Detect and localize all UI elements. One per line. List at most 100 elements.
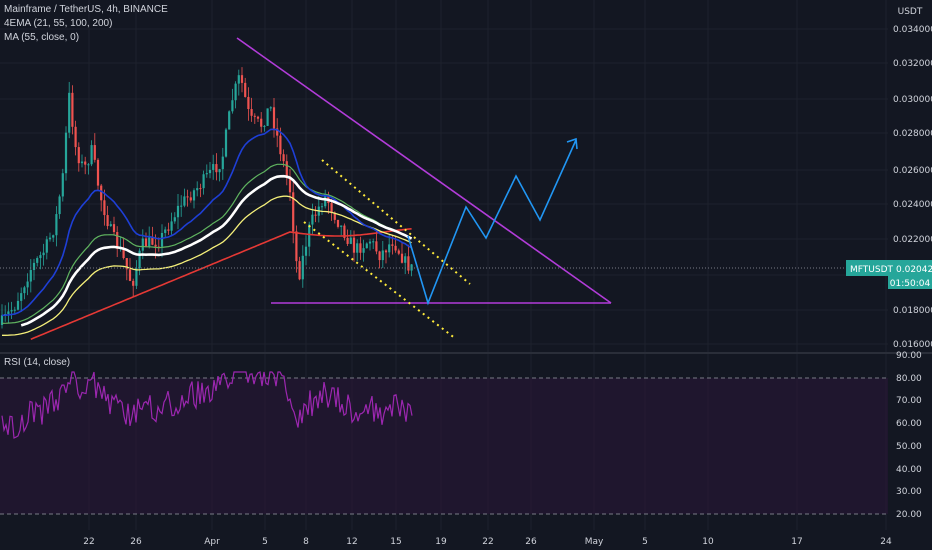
candle-body xyxy=(39,255,42,259)
candle-body xyxy=(244,82,247,97)
ema-200-line xyxy=(30,228,412,341)
rsi-band xyxy=(0,378,888,514)
candle-body xyxy=(125,258,128,270)
descending-triangle-drawing[interactable] xyxy=(236,37,612,304)
date-tick-label: 24 xyxy=(880,537,892,547)
candle-body xyxy=(311,214,314,225)
legend-rsi[interactable]: RSI (14, close) xyxy=(4,357,71,368)
date-tick-label: May xyxy=(585,537,604,547)
candle-body xyxy=(144,238,148,247)
candle-body xyxy=(397,250,400,254)
date-tick-label: 26 xyxy=(130,537,142,547)
price-tag: MFTUSDT 0.020422 01:50:04 xyxy=(846,260,932,289)
candle-body xyxy=(55,214,58,236)
candle-body xyxy=(93,145,96,160)
candle-body xyxy=(138,250,141,269)
candle-body xyxy=(141,238,144,251)
candle-body xyxy=(52,235,55,238)
candle-body xyxy=(208,169,212,174)
price-tick-label: 0.016000 xyxy=(893,340,932,350)
projection-arrow-drawing[interactable] xyxy=(407,137,578,306)
legend-symbol[interactable]: Mainframe / TetherUS, 4h, BINANCE xyxy=(4,4,168,15)
candle-body xyxy=(192,190,196,201)
candle-body xyxy=(224,129,228,157)
candle-body xyxy=(282,154,285,162)
candle-body xyxy=(400,253,404,263)
candle-body xyxy=(231,100,234,112)
candle-body xyxy=(218,169,221,173)
candle-body xyxy=(189,197,192,201)
candle-body xyxy=(394,245,397,251)
candle-body xyxy=(164,229,167,233)
candle-body xyxy=(266,108,269,126)
candle-body xyxy=(80,161,84,164)
candle-body xyxy=(237,75,240,84)
date-tick-label: 15 xyxy=(390,537,401,547)
candle-body xyxy=(74,126,77,148)
date-tick-label: 26 xyxy=(525,537,537,547)
price-tick-label: 0.028000 xyxy=(893,129,932,139)
candle-body xyxy=(346,237,349,244)
candle-body xyxy=(378,251,381,261)
candle-body xyxy=(308,224,311,247)
countdown-badge xyxy=(888,276,932,289)
candle-body xyxy=(205,173,208,175)
candle-body xyxy=(362,248,365,253)
candle-body xyxy=(148,237,151,247)
candle-body xyxy=(250,109,253,116)
candle-body xyxy=(343,225,346,238)
candle-body xyxy=(410,264,413,271)
candle-body xyxy=(333,212,336,220)
currency-label: USDT xyxy=(898,7,923,17)
candle-body xyxy=(365,243,368,249)
candle-body xyxy=(304,246,308,256)
candle-body xyxy=(288,176,292,193)
rsi-axis[interactable]: 90.00 80.00 70.00 60.00 50.00 40.00 30.00 20.00 xyxy=(896,351,922,520)
candle-body xyxy=(116,232,119,249)
candle-body xyxy=(295,231,298,262)
candle-body xyxy=(272,107,276,129)
candle-body xyxy=(276,128,279,136)
rsi-tick-label: 20.00 xyxy=(896,510,922,520)
date-axis[interactable]: 22 26 Apr 5 8 12 15 19 22 26 May 5 10 17 24 xyxy=(83,537,892,547)
candle-body xyxy=(404,256,407,263)
rsi-tick-label: 90.00 xyxy=(896,351,922,361)
candle-body xyxy=(160,232,164,247)
candle-body xyxy=(122,248,125,259)
legend-ema[interactable]: 4EMA (21, 55, 100, 200) xyxy=(4,18,113,29)
date-tick-label: 17 xyxy=(791,537,802,547)
candle-body xyxy=(100,185,103,201)
candle-body xyxy=(87,164,90,166)
falling-channel-drawing[interactable] xyxy=(303,159,471,340)
candle-body xyxy=(64,132,68,174)
price-axis[interactable]: 0.034000 0.032000 0.030000 0.028000 0.026000… xyxy=(893,25,932,350)
candle-body xyxy=(128,269,132,281)
candle-body xyxy=(314,214,317,216)
candle-body xyxy=(202,174,205,189)
candle-body xyxy=(48,237,52,240)
candle-body xyxy=(103,200,106,216)
date-tick-label: 8 xyxy=(303,537,309,547)
ma-55-line xyxy=(20,174,413,327)
candle-body xyxy=(388,244,391,253)
candle-body xyxy=(132,280,135,286)
candle-body xyxy=(154,244,157,247)
candle-body xyxy=(330,203,333,213)
price-tick-label: 0.026000 xyxy=(893,166,932,176)
date-tick-label: 22 xyxy=(482,537,493,547)
candle-body xyxy=(298,261,301,280)
candle-body xyxy=(336,219,340,227)
candle-body xyxy=(199,188,202,190)
candle-body xyxy=(170,221,173,231)
rsi-tick-label: 50.00 xyxy=(896,442,922,452)
price-tick-label: 0.022000 xyxy=(893,235,932,245)
candle-body xyxy=(269,107,272,109)
candle-body xyxy=(320,206,324,208)
candle-body xyxy=(368,241,372,244)
legend-ma[interactable]: MA (55, close, 0) xyxy=(4,32,80,43)
candle-body xyxy=(183,196,186,206)
candle-body xyxy=(384,250,388,253)
price-tick-label: 0.032000 xyxy=(893,59,932,69)
candle-body xyxy=(212,164,215,170)
